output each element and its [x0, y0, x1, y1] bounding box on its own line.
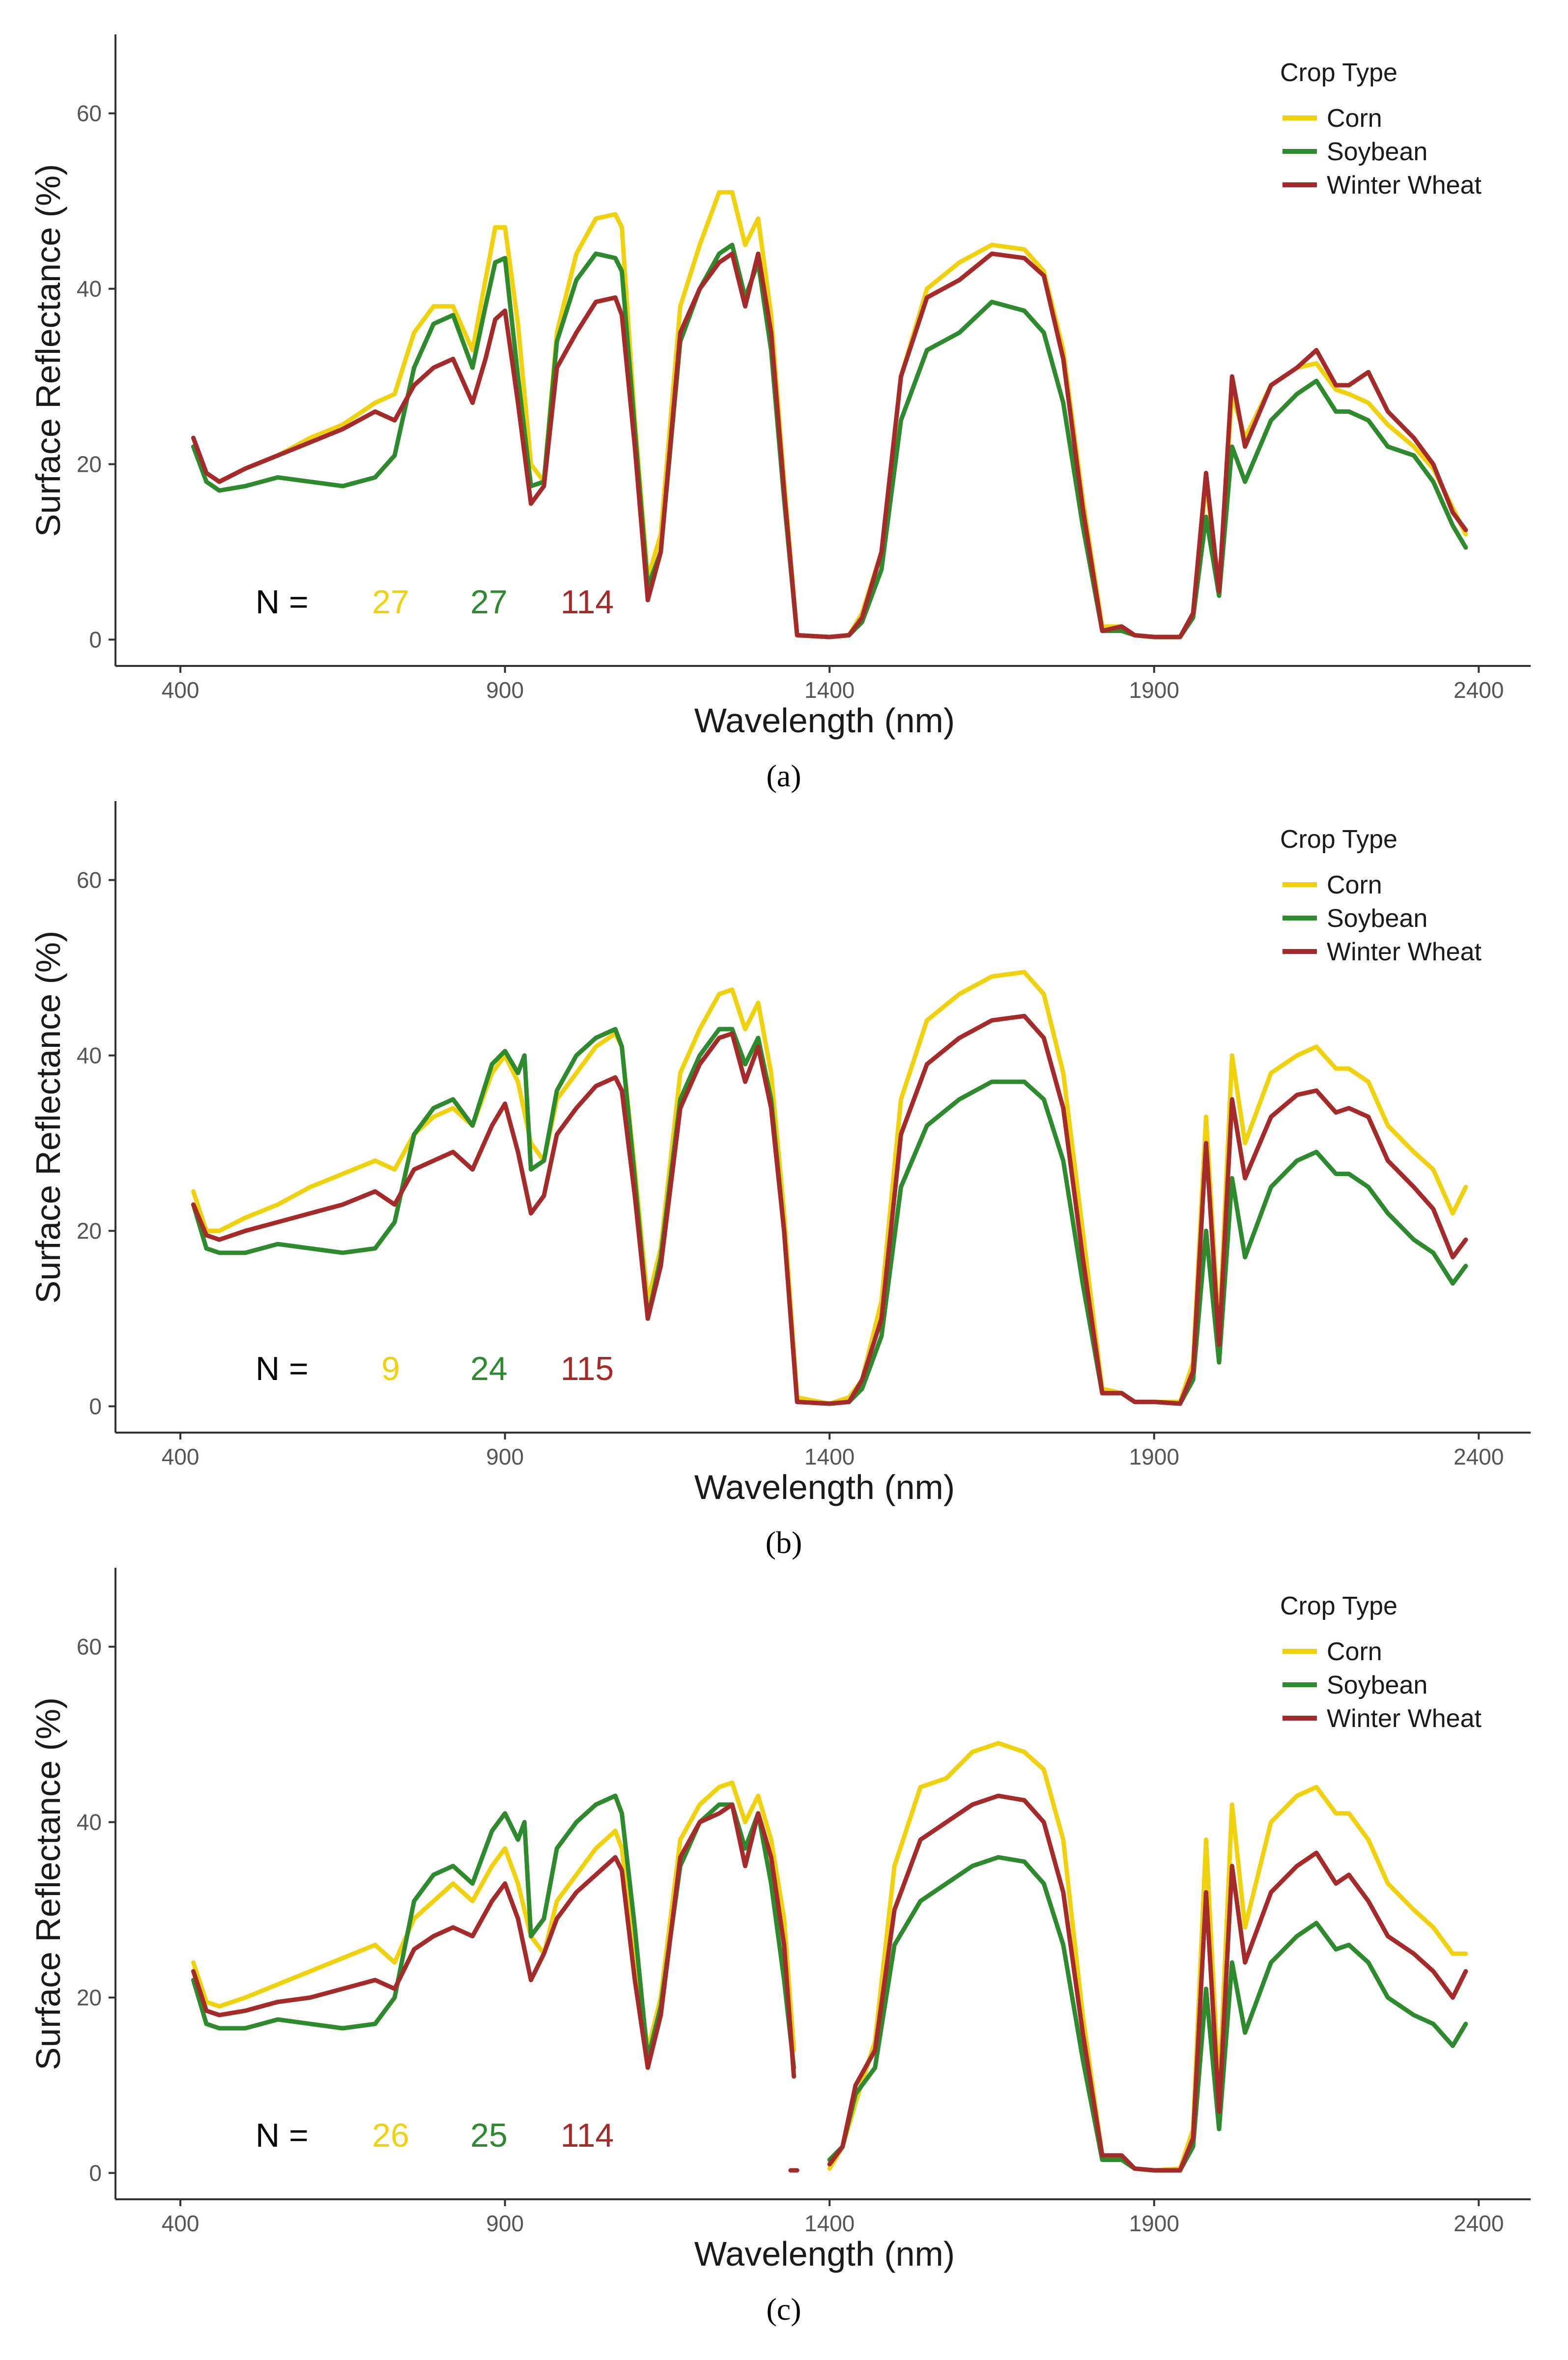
x-tick-label: 1900 [1129, 677, 1179, 703]
legend-label-soybean: Soybean [1327, 138, 1427, 166]
y-axis-title: Surface Reflectance (%) [29, 1698, 67, 2071]
legend-label-soybean: Soybean [1327, 904, 1427, 933]
panel-label-a: (a) [766, 758, 801, 793]
legend-title: Crop Type [1280, 825, 1397, 854]
n-count-corn: 26 [372, 2117, 409, 2154]
series-line-corn [191, 970, 1468, 1406]
x-tick-label: 900 [486, 1444, 524, 1469]
series-lines [191, 970, 1468, 1406]
x-tick-label: 1900 [1129, 2211, 1179, 2236]
series-line-winter-wheat [191, 1013, 1468, 1406]
n-prefix: N = [256, 583, 309, 621]
x-tick-label: 1400 [804, 677, 855, 703]
legend-label-winter-wheat: Winter Wheat [1327, 1704, 1482, 1733]
y-tick-label: 20 [77, 1218, 102, 1244]
y-tick-label: 60 [77, 1634, 102, 1660]
y-tick-label: 0 [89, 2160, 102, 2186]
x-tick-label: 400 [162, 1444, 200, 1469]
n-count-corn: 9 [381, 1350, 400, 1387]
y-tick-label: 0 [89, 627, 102, 652]
n-count-soybean: 27 [470, 583, 508, 621]
x-tick-label: 900 [486, 2211, 524, 2236]
y-tick-label: 40 [77, 1810, 102, 1835]
y-tick-label: 60 [77, 101, 102, 126]
n-prefix: N = [256, 2117, 309, 2154]
chart-panel-b: 400 900 1400 1900 2400 0 20 40 60 Surface Reflec… [29, 801, 1531, 1560]
x-tick-label: 400 [162, 2211, 200, 2236]
legend-title: Crop Type [1280, 1592, 1397, 1620]
x-tick-label: 1900 [1129, 1444, 1179, 1469]
chart-panel-c: 400 900 1400 1900 2400 0 20 40 60 Surface Reflec… [29, 1568, 1531, 2327]
tick-group: 400 900 1400 1900 2400 0 20 40 60 [77, 101, 1504, 703]
y-axis-title: Surface Reflectance (%) [29, 931, 67, 1304]
x-axis-title: Wavelength (nm) [694, 2235, 955, 2273]
legend-label-corn: Corn [1327, 871, 1382, 899]
y-tick-label: 0 [89, 1393, 102, 1419]
n-count-winter-wheat: 114 [561, 583, 614, 621]
x-tick-label: 2400 [1454, 2211, 1504, 2236]
y-tick-label: 60 [77, 867, 102, 893]
chart-panel-a: 400 900 1400 1900 2400 0 20 40 60 Surface Reflec… [29, 34, 1531, 793]
legend-label-corn: Corn [1327, 104, 1382, 133]
n-count-soybean: 25 [470, 2117, 508, 2154]
y-tick-label: 20 [77, 1985, 102, 2011]
x-tick-label: 1400 [804, 2211, 855, 2236]
series-line-soybean [191, 242, 1468, 639]
y-tick-label: 20 [77, 452, 102, 477]
x-tick-label: 2400 [1454, 677, 1504, 703]
panel-label-b: (b) [766, 1525, 802, 1560]
tick-group: 400 900 1400 1900 2400 0 20 40 60 [77, 867, 1504, 1469]
x-axis-title: Wavelength (nm) [694, 701, 955, 740]
y-axis-title: Surface Reflectance (%) [29, 164, 67, 537]
legend-label-winter-wheat: Winter Wheat [1327, 171, 1482, 200]
n-prefix: N = [256, 1350, 309, 1387]
legend-title: Crop Type [1280, 58, 1397, 87]
legend-label-corn: Corn [1327, 1638, 1382, 1666]
x-tick-label: 2400 [1454, 1444, 1504, 1469]
series-lines [191, 190, 1468, 639]
legend-label-winter-wheat: Winter Wheat [1327, 938, 1482, 966]
legend-label-soybean: Soybean [1327, 1671, 1427, 1699]
series-line-soybean [191, 1027, 1468, 1406]
tick-group: 400 900 1400 1900 2400 0 20 40 60 [77, 1634, 1504, 2236]
n-count-winter-wheat: 114 [561, 2117, 614, 2154]
x-tick-label: 400 [162, 677, 200, 703]
n-count-soybean: 24 [470, 1350, 508, 1387]
series-line-winter-wheat [191, 1793, 1468, 2173]
series-line-winter-wheat [191, 251, 1468, 639]
series-lines [191, 1741, 1468, 2173]
n-count-winter-wheat: 115 [561, 1350, 614, 1387]
x-tick-label: 900 [486, 677, 524, 703]
panel-label-c: (c) [766, 2292, 801, 2327]
y-tick-label: 40 [77, 276, 102, 302]
y-tick-label: 40 [77, 1043, 102, 1068]
x-tick-label: 1400 [804, 1444, 855, 1469]
x-axis-title: Wavelength (nm) [694, 1468, 955, 1506]
n-count-corn: 27 [372, 583, 409, 621]
